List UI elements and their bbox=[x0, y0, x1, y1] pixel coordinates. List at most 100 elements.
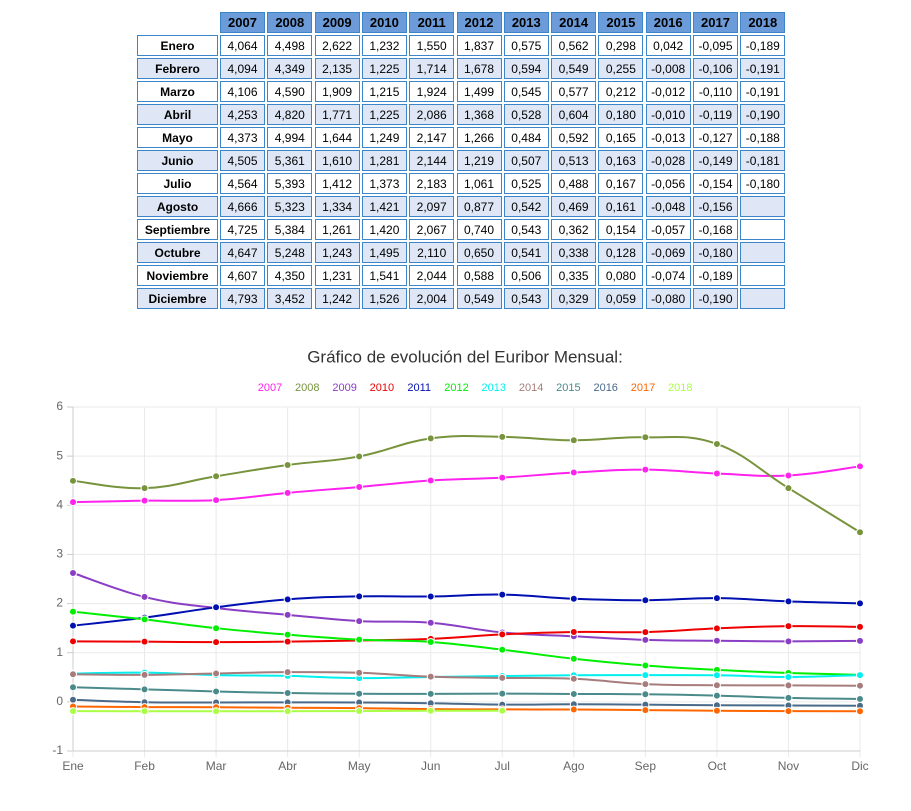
value-cell: 2,135 bbox=[314, 58, 360, 79]
data-point bbox=[212, 707, 221, 716]
value-cell: 0,543 bbox=[503, 219, 549, 240]
year-header: 2010 bbox=[361, 12, 407, 33]
value-cell: 4,505 bbox=[220, 150, 265, 171]
series-line bbox=[72, 465, 861, 504]
value-cell: 1,678 bbox=[456, 58, 502, 79]
value-cell: 4,349 bbox=[267, 58, 313, 79]
data-point bbox=[498, 432, 507, 441]
value-cell: 0,528 bbox=[503, 104, 549, 125]
data-point bbox=[784, 707, 793, 716]
value-cell: -0,154 bbox=[693, 173, 738, 194]
value-cell: 0,329 bbox=[551, 288, 597, 309]
value-cell: 1,219 bbox=[456, 150, 502, 171]
legend-entry: 2015 bbox=[556, 382, 580, 394]
data-point bbox=[355, 635, 364, 644]
value-cell: -0,191 bbox=[740, 81, 786, 102]
value-cell: 1,837 bbox=[456, 35, 502, 56]
series-line bbox=[72, 698, 861, 707]
value-cell: -0,069 bbox=[645, 242, 691, 263]
data-point bbox=[569, 654, 578, 663]
data-point bbox=[283, 707, 292, 716]
value-cell: -0,013 bbox=[645, 127, 691, 148]
data-point bbox=[212, 624, 221, 633]
data-point bbox=[69, 683, 77, 692]
year-header: 2014 bbox=[551, 12, 597, 33]
data-point bbox=[355, 668, 364, 677]
data-point bbox=[784, 637, 793, 646]
value-cell: 1,909 bbox=[314, 81, 360, 102]
value-cell: 0,542 bbox=[503, 196, 549, 217]
value-cell: 1,714 bbox=[409, 58, 455, 79]
value-cell: 1,541 bbox=[361, 265, 407, 286]
data-point bbox=[140, 707, 149, 716]
value-cell: 4,350 bbox=[267, 265, 313, 286]
data-point bbox=[69, 637, 77, 646]
data-point bbox=[69, 607, 77, 616]
month-cell: Septiembre bbox=[137, 219, 218, 240]
value-cell: 4,253 bbox=[220, 104, 265, 125]
value-cell: -0,028 bbox=[645, 150, 691, 171]
data-point bbox=[641, 596, 650, 605]
data-point bbox=[426, 618, 435, 627]
legend-entry: 2010 bbox=[370, 382, 394, 394]
y-tick-label: 0 bbox=[56, 694, 63, 708]
value-cell: 0,575 bbox=[503, 35, 549, 56]
value-cell: 0,562 bbox=[551, 35, 597, 56]
value-cell: 1,232 bbox=[361, 35, 407, 56]
value-cell: 0,167 bbox=[598, 173, 644, 194]
month-cell: Marzo bbox=[137, 81, 218, 102]
data-point bbox=[426, 706, 435, 715]
value-cell bbox=[740, 196, 786, 217]
data-point bbox=[641, 433, 650, 442]
value-cell: 5,361 bbox=[267, 150, 313, 171]
value-cell: 1,225 bbox=[361, 104, 407, 125]
data-point bbox=[712, 706, 721, 715]
value-cell: 2,183 bbox=[409, 173, 455, 194]
value-cell: 1,373 bbox=[361, 173, 407, 194]
value-cell: -0,189 bbox=[740, 35, 786, 56]
value-cell: 1,231 bbox=[314, 265, 360, 286]
data-point bbox=[569, 689, 578, 698]
data-point bbox=[856, 671, 864, 680]
value-cell: 1,412 bbox=[314, 173, 360, 194]
value-cell: 1,924 bbox=[409, 81, 455, 102]
year-header: 2011 bbox=[409, 12, 455, 33]
data-point bbox=[498, 645, 507, 654]
value-cell: 4,607 bbox=[220, 265, 265, 286]
value-cell: 0,469 bbox=[551, 196, 597, 217]
x-tick-label: May bbox=[348, 759, 371, 773]
value-cell: 1,771 bbox=[314, 104, 360, 125]
data-point bbox=[69, 621, 77, 630]
data-point bbox=[641, 465, 650, 474]
value-cell: 1,225 bbox=[361, 58, 407, 79]
data-point bbox=[712, 469, 721, 478]
x-tick-label: Jun bbox=[421, 759, 440, 773]
value-cell: -0,189 bbox=[693, 265, 738, 286]
value-cell: -0,181 bbox=[740, 150, 786, 171]
x-tick-label: Ago bbox=[563, 759, 585, 773]
data-point bbox=[498, 473, 507, 482]
value-cell: 4,666 bbox=[220, 196, 265, 217]
data-point bbox=[212, 472, 221, 481]
value-cell: 0,545 bbox=[503, 81, 549, 102]
data-point bbox=[426, 434, 435, 443]
y-tick-label: 2 bbox=[56, 596, 63, 610]
value-cell: 3,452 bbox=[267, 288, 313, 309]
value-cell: -0,048 bbox=[645, 196, 691, 217]
data-point bbox=[712, 594, 721, 603]
data-point bbox=[856, 622, 864, 631]
value-cell: 1,249 bbox=[361, 127, 407, 148]
value-cell: 4,564 bbox=[220, 173, 265, 194]
value-cell: 0,604 bbox=[551, 104, 597, 125]
value-cell: -0,057 bbox=[645, 219, 691, 240]
data-point bbox=[641, 628, 650, 637]
data-point bbox=[69, 707, 77, 716]
value-cell: 0,594 bbox=[503, 58, 549, 79]
value-cell: 5,393 bbox=[267, 173, 313, 194]
value-cell: -0,190 bbox=[693, 288, 738, 309]
month-cell: Febrero bbox=[137, 58, 218, 79]
value-cell bbox=[740, 288, 786, 309]
value-cell: 0,163 bbox=[598, 150, 644, 171]
value-cell bbox=[740, 242, 786, 263]
